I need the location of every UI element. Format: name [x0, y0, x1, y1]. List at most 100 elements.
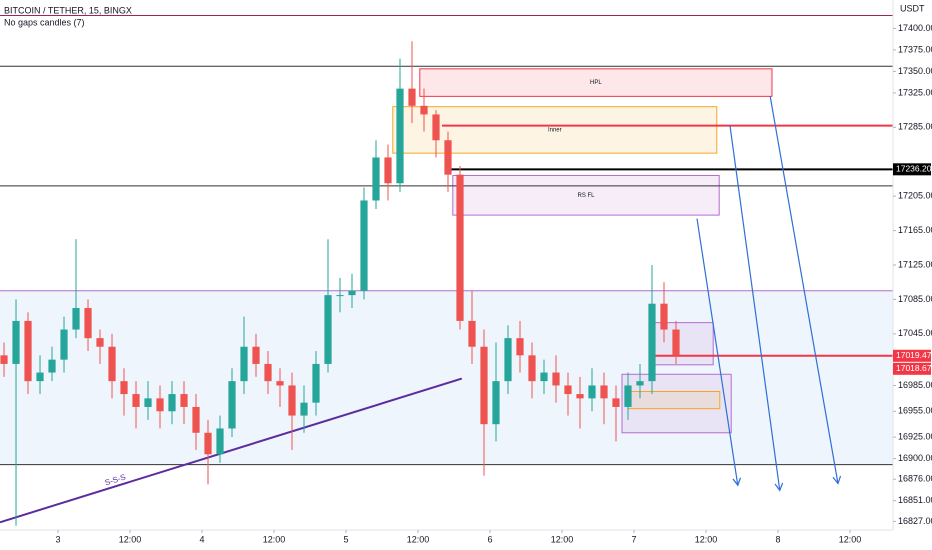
x-tick-label: 8: [775, 534, 780, 544]
candle-body: [552, 372, 560, 386]
y-tick-label: 16900.00: [898, 453, 932, 463]
candle-body: [660, 303, 668, 330]
zone-label: HPL: [590, 80, 602, 86]
y-tick-label: 17285.00: [898, 122, 932, 132]
candle-body: [444, 140, 452, 175]
x-tick-label: 12:00: [119, 534, 142, 544]
candle-body: [168, 394, 176, 412]
y-tick-label: 17125.00: [898, 259, 932, 269]
arrow: [769, 96, 839, 484]
zone-label: Inner: [548, 127, 562, 133]
y-tick-label: 16876.00: [898, 474, 932, 484]
range-band: [0, 290, 893, 465]
candle-body: [36, 372, 44, 382]
candle-body: [120, 381, 128, 395]
price-label-box: [893, 362, 931, 375]
candle-body: [516, 338, 524, 356]
y-tick-label: 17325.00: [898, 87, 932, 97]
x-tick-label: 3: [56, 534, 61, 544]
candle-body: [60, 329, 68, 360]
y-tick-label: 16851.00: [898, 495, 932, 505]
x-tick-label: 4: [200, 534, 205, 544]
candle-body: [84, 308, 92, 339]
zone: [419, 68, 773, 97]
zone: [650, 322, 714, 366]
y-tick-label: 16955.00: [898, 406, 932, 416]
candle-body: [564, 385, 572, 395]
candle-body: [144, 398, 152, 407]
y-tick-label: 17165.00: [898, 225, 932, 235]
candle-body: [336, 295, 344, 297]
candle-body: [276, 381, 284, 386]
candle-body: [24, 320, 32, 382]
candle-body: [360, 200, 368, 291]
x-tick-label: 12:00: [407, 534, 430, 544]
y-tick-label: 17085.00: [898, 294, 932, 304]
candle-body: [288, 385, 296, 416]
chart-subtitle: No gaps candles (7): [4, 17, 85, 27]
price-label-box: [893, 163, 931, 176]
candle-body: [228, 381, 236, 429]
candle-body: [72, 308, 80, 330]
price-label: 17019.47: [896, 350, 932, 360]
candle-body: [636, 381, 644, 386]
candle-body: [612, 398, 620, 407]
candle-body: [96, 338, 104, 347]
candle-body: [216, 428, 224, 455]
arrow: [696, 218, 739, 486]
candle-body: [180, 394, 188, 407]
arrow-head: [732, 477, 742, 487]
y-tick-label: 16985.00: [898, 380, 932, 390]
x-tick-label: 12:00: [263, 534, 286, 544]
candle-body: [528, 355, 536, 382]
x-tick-label: 12:00: [695, 534, 718, 544]
candle-body: [312, 363, 320, 403]
candle-body: [192, 406, 200, 433]
y-unit: USDT: [900, 3, 925, 13]
arrow-head: [774, 482, 784, 492]
y-tick-label: 16827.00: [898, 516, 932, 526]
zone: [452, 175, 720, 216]
y-tick-label: 17400.00: [898, 23, 932, 33]
arrow-head: [832, 475, 842, 485]
candle-body: [132, 394, 140, 407]
candle-body: [264, 363, 272, 382]
candle-body: [456, 174, 464, 321]
candle-body: [576, 394, 584, 399]
candle-body: [396, 88, 404, 184]
candle-body: [204, 432, 212, 455]
price-label-box: [893, 349, 931, 362]
candle-body: [300, 402, 308, 416]
candle-body: [108, 346, 116, 382]
candle-body: [420, 105, 428, 115]
trendline: [0, 377, 463, 524]
chart-title: BITCOIN / TETHER, 15, BINGX: [4, 5, 132, 15]
candle-body: [252, 346, 260, 364]
y-tick-label: 17205.00: [898, 191, 932, 201]
x-tick-label: 12:00: [839, 534, 862, 544]
candle-body: [540, 372, 548, 382]
candle-body: [504, 338, 512, 382]
candle-body: [348, 290, 356, 296]
candle-body: [648, 303, 656, 382]
candle-body: [324, 295, 332, 364]
candle-body: [600, 385, 608, 399]
candle-body: [624, 385, 632, 407]
candle-body: [156, 398, 164, 412]
candle-body: [48, 359, 56, 373]
y-tick-label: 17350.00: [898, 66, 932, 76]
candle-body: [468, 320, 476, 347]
y-tick-label: 16925.00: [898, 431, 932, 441]
candle-body: [384, 157, 392, 184]
x-tick-label: 12:00: [551, 534, 574, 544]
candle-body: [480, 346, 488, 425]
candle-body: [432, 114, 440, 141]
price-label: 17018.67: [896, 363, 932, 373]
candle-body: [0, 355, 8, 364]
candle-body: [372, 157, 380, 201]
candle-body: [492, 381, 500, 425]
candle-body: [240, 346, 248, 382]
arrow: [729, 125, 781, 491]
candle-body: [12, 320, 20, 364]
